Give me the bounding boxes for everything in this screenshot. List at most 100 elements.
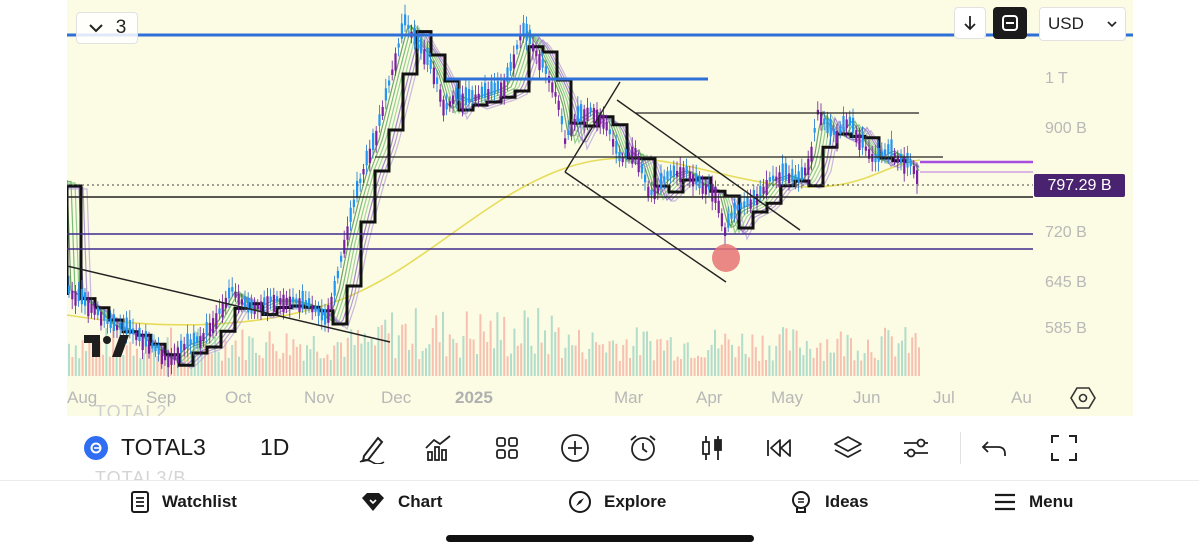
fullscreen-toggle-button[interactable] <box>993 7 1027 39</box>
add-plus-circle-icon[interactable] <box>557 430 593 466</box>
candle-body <box>362 168 365 175</box>
candlesticks-icon[interactable] <box>694 430 730 466</box>
volume-bar <box>248 336 251 376</box>
volume-bar <box>292 339 295 376</box>
candle-body <box>503 80 506 97</box>
symbol-name[interactable]: TOTAL3 <box>121 434 206 460</box>
candle-body <box>125 317 128 335</box>
volume-bar <box>788 350 791 376</box>
volume-bar <box>462 335 465 376</box>
volume-bar <box>377 326 380 376</box>
candle-body <box>605 121 608 131</box>
drawing-pencil-icon[interactable] <box>354 430 390 466</box>
candle-body <box>263 297 266 306</box>
alert-clock-icon[interactable] <box>625 430 661 466</box>
candle-body <box>573 118 576 126</box>
volume-bar <box>421 350 424 376</box>
candle-body <box>861 133 864 148</box>
candle-body <box>560 116 563 125</box>
volume-bar <box>438 342 441 376</box>
candle-body <box>416 33 419 49</box>
volume-bar <box>289 355 291 376</box>
candle-body <box>279 297 282 305</box>
candle-body <box>266 296 269 314</box>
volume-bar <box>666 340 669 376</box>
candle-body <box>448 101 451 107</box>
layouts-grid-icon[interactable] <box>489 430 525 466</box>
candle-body <box>621 156 624 163</box>
candle-body <box>564 138 567 144</box>
volume-bar <box>414 308 417 376</box>
interval-button[interactable]: 1D <box>260 434 290 460</box>
candle-body <box>528 29 531 45</box>
indicators-icon[interactable] <box>420 430 456 466</box>
volume-bar <box>571 345 574 376</box>
volume-bar <box>516 345 519 376</box>
candle-body <box>128 320 131 335</box>
volume-bar <box>642 331 645 376</box>
candle-body <box>800 167 803 181</box>
symbol-logo-icon[interactable] <box>84 436 108 460</box>
volume-bar <box>493 348 495 376</box>
volume-bar <box>751 334 754 376</box>
volume-bar <box>700 357 703 376</box>
volume-bar <box>210 353 213 376</box>
replay-rewind-icon[interactable] <box>761 430 797 466</box>
nav-chart[interactable]: Chart <box>360 488 442 516</box>
nav-watchlist[interactable]: Watchlist <box>130 488 237 516</box>
currency-select[interactable]: USD <box>1039 7 1126 41</box>
volume-bar <box>652 360 655 376</box>
candle-body <box>570 123 573 136</box>
volume-bar <box>615 343 618 376</box>
volume-bar <box>904 327 907 376</box>
volume-bar <box>890 336 893 376</box>
candle-body <box>260 301 263 312</box>
candle-body <box>781 163 784 182</box>
chart-area[interactable] <box>67 0 1133 416</box>
volume-bar <box>649 341 652 376</box>
candle-body <box>391 69 394 76</box>
nav-explore[interactable]: Explore <box>568 488 666 516</box>
volume-bar <box>81 340 84 376</box>
candle-body <box>608 129 611 135</box>
candle-body <box>295 298 298 303</box>
nav-ideas-label: Ideas <box>825 492 869 511</box>
volume-bar <box>554 331 557 376</box>
undo-icon[interactable] <box>977 430 1013 466</box>
time-label-dec: Dec <box>381 388 412 407</box>
volume-bar <box>520 343 523 376</box>
candle-body <box>631 146 634 164</box>
candle-body <box>794 174 797 181</box>
candle-body <box>666 171 669 181</box>
volume-bar <box>799 347 801 376</box>
candle-body <box>720 213 723 227</box>
fullscreen-corners-icon[interactable] <box>1046 430 1082 466</box>
toolbar-divider <box>960 432 961 464</box>
candle-body <box>202 333 205 342</box>
candle-body <box>848 116 851 126</box>
candle-body <box>912 165 915 175</box>
candle-body <box>685 166 688 174</box>
candle-body <box>384 88 387 101</box>
volume-bar <box>479 314 482 376</box>
price-label-1t: 1 T <box>1045 70 1068 87</box>
legend-toggle-button[interactable]: 3 <box>76 12 138 44</box>
candle-body <box>234 292 237 298</box>
scroll-to-latest-button[interactable] <box>954 7 986 39</box>
chart-settings-icon[interactable] <box>1070 386 1096 410</box>
volume-bar <box>91 343 94 376</box>
volume-bar <box>251 337 254 376</box>
candle-body <box>772 175 775 181</box>
volume-bar <box>880 336 883 376</box>
settings-sliders-icon[interactable] <box>898 430 934 466</box>
candle-body <box>196 336 199 343</box>
candle-body <box>317 308 320 316</box>
compass-icon <box>569 491 591 513</box>
candle-body <box>535 50 538 57</box>
nav-ideas[interactable]: Ideas <box>789 488 868 516</box>
layers-icon[interactable] <box>830 430 866 466</box>
nav-menu[interactable]: Menu <box>993 488 1073 516</box>
candle-body <box>423 49 426 65</box>
candle-body <box>644 174 647 183</box>
volume-bar <box>887 330 890 376</box>
